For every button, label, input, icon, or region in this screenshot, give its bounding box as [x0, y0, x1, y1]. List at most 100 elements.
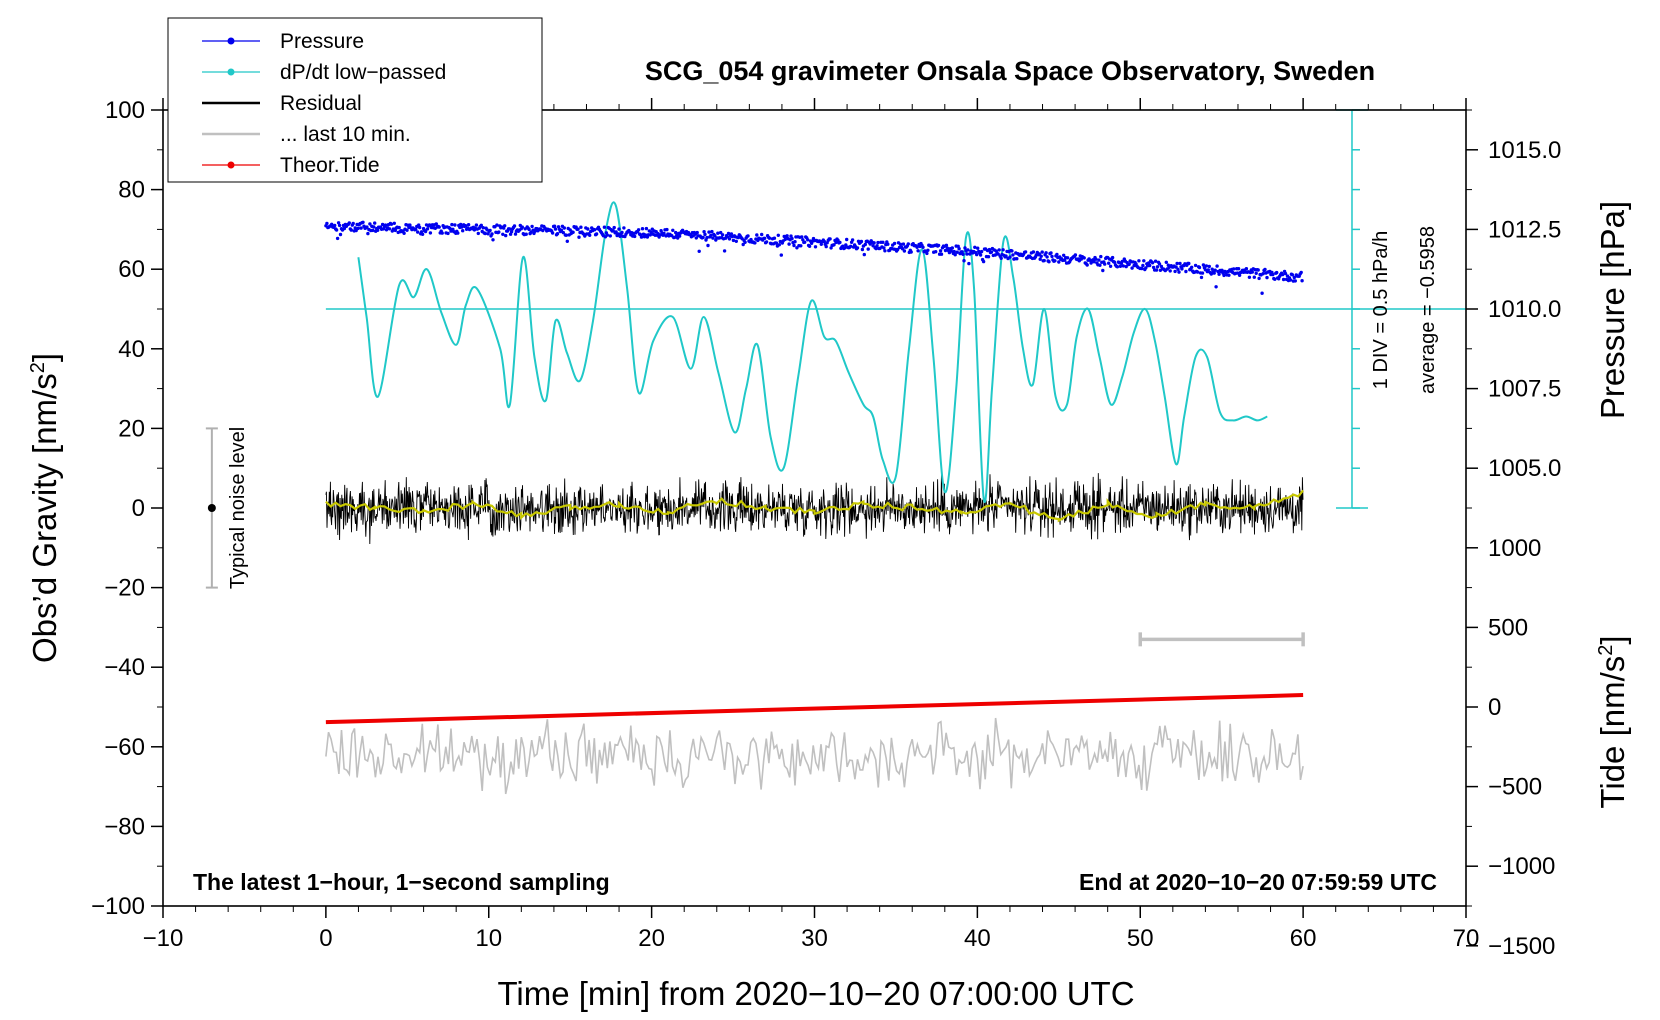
pressure-point — [1153, 259, 1158, 263]
legend-marker — [227, 68, 235, 76]
pressure-point — [819, 242, 823, 246]
pressure-point — [793, 240, 797, 244]
pressure-point — [1099, 254, 1103, 259]
pressure-point — [1155, 265, 1160, 269]
pressure-point — [1187, 261, 1191, 266]
pressure-point — [640, 227, 645, 231]
pressure-point — [975, 252, 979, 257]
axes-layer — [151, 98, 1478, 947]
pressure-point — [774, 241, 779, 245]
pressure-point — [639, 235, 644, 239]
y-axis-title-sup: 2 — [27, 362, 49, 373]
pressure-point — [636, 228, 641, 232]
pressure-point — [553, 227, 558, 231]
pressure-point — [1094, 257, 1098, 261]
pressure-point — [1288, 278, 1293, 282]
pressure-point — [950, 246, 954, 250]
pressure-point — [495, 223, 499, 227]
pressure-point — [665, 227, 669, 232]
pressure-point — [1011, 253, 1015, 257]
pressure-point — [1137, 259, 1141, 263]
pressure-point — [1031, 250, 1036, 254]
pressure-point — [463, 224, 468, 228]
pressure-point — [962, 259, 966, 263]
pressure-point — [720, 233, 725, 237]
pressure-point — [459, 222, 463, 227]
pressure-point — [882, 246, 886, 250]
pressure-point — [371, 228, 375, 233]
pressure-point — [605, 233, 609, 237]
pressure-point — [1227, 273, 1231, 277]
pressure-point — [987, 247, 992, 252]
pressure-point — [1112, 260, 1117, 264]
pressure-point — [408, 223, 412, 227]
pressure-point — [616, 232, 620, 236]
tide-tick-label: 1000 — [1488, 535, 1541, 562]
pressure-point — [767, 236, 772, 240]
pressure-point — [368, 222, 372, 226]
pressure-point — [335, 236, 340, 241]
pressure-point — [402, 231, 406, 235]
pressure-point — [392, 221, 396, 225]
pressure-point — [978, 253, 983, 257]
pressure-point — [466, 223, 471, 227]
pressure-tick-label: 1007.5 — [1488, 376, 1561, 403]
pressure-point — [1275, 270, 1279, 275]
legend-label: ... last 10 min. — [280, 123, 411, 146]
pressure-point — [710, 229, 714, 234]
pressure-tick-label: 1012.5 — [1488, 216, 1561, 243]
pressure-point — [579, 225, 583, 229]
pressure-point — [800, 235, 804, 239]
pressure-point — [503, 224, 507, 228]
pressure-point — [372, 225, 376, 229]
pressure-point — [961, 252, 965, 256]
pressure-point — [1175, 261, 1179, 266]
pressure-point — [1140, 266, 1144, 271]
legend-label: Pressure — [280, 30, 364, 53]
pressure-point — [612, 225, 616, 230]
pressure-point — [359, 226, 363, 230]
pressure-point — [697, 249, 701, 253]
pressure-point — [1039, 254, 1043, 258]
pressure-point — [1073, 253, 1078, 257]
pressure-point — [504, 233, 508, 238]
pressure-point — [1254, 271, 1258, 275]
pressure-point — [1190, 265, 1194, 269]
pressure-point — [986, 255, 991, 259]
pressure-point — [1164, 260, 1169, 264]
pressure-point — [957, 247, 961, 251]
pressure-point — [366, 231, 370, 236]
pressure-point — [753, 241, 757, 245]
pressure-point — [844, 243, 848, 247]
pressure-point — [644, 226, 649, 231]
pressure-point — [1055, 252, 1059, 257]
pressure-point — [883, 249, 887, 253]
pressure-point — [423, 229, 428, 234]
pressure-point — [1256, 268, 1260, 272]
pressure-point — [674, 230, 678, 235]
pressure-point — [353, 226, 357, 230]
pressure-point — [342, 226, 347, 231]
pressure-point — [337, 223, 342, 228]
pressure-point — [981, 259, 986, 264]
pressure-point — [872, 241, 876, 245]
pressure-point — [760, 232, 764, 237]
pressure-point — [405, 228, 409, 232]
tide-tick-label: −1500 — [1488, 933, 1555, 960]
pressure-point — [898, 242, 903, 246]
pressure-point — [414, 227, 418, 231]
series-theor-tide — [325, 693, 1304, 725]
pressure-point — [594, 232, 599, 236]
pressure-point — [562, 226, 566, 230]
pressure-point — [1247, 275, 1252, 279]
pressure-point — [1281, 277, 1286, 282]
pressure-point — [1157, 262, 1162, 266]
pressure-point — [968, 252, 972, 256]
x-tick-label: 30 — [801, 925, 828, 952]
pressure-point — [1250, 270, 1255, 274]
pressure-point — [617, 227, 621, 231]
footer-right-note: End at 2020−10−20 07:59:59 UTC — [1079, 869, 1437, 895]
pressure-point — [1010, 249, 1014, 253]
pressure-point — [1082, 256, 1086, 260]
y-tick-label: −100 — [91, 893, 145, 920]
